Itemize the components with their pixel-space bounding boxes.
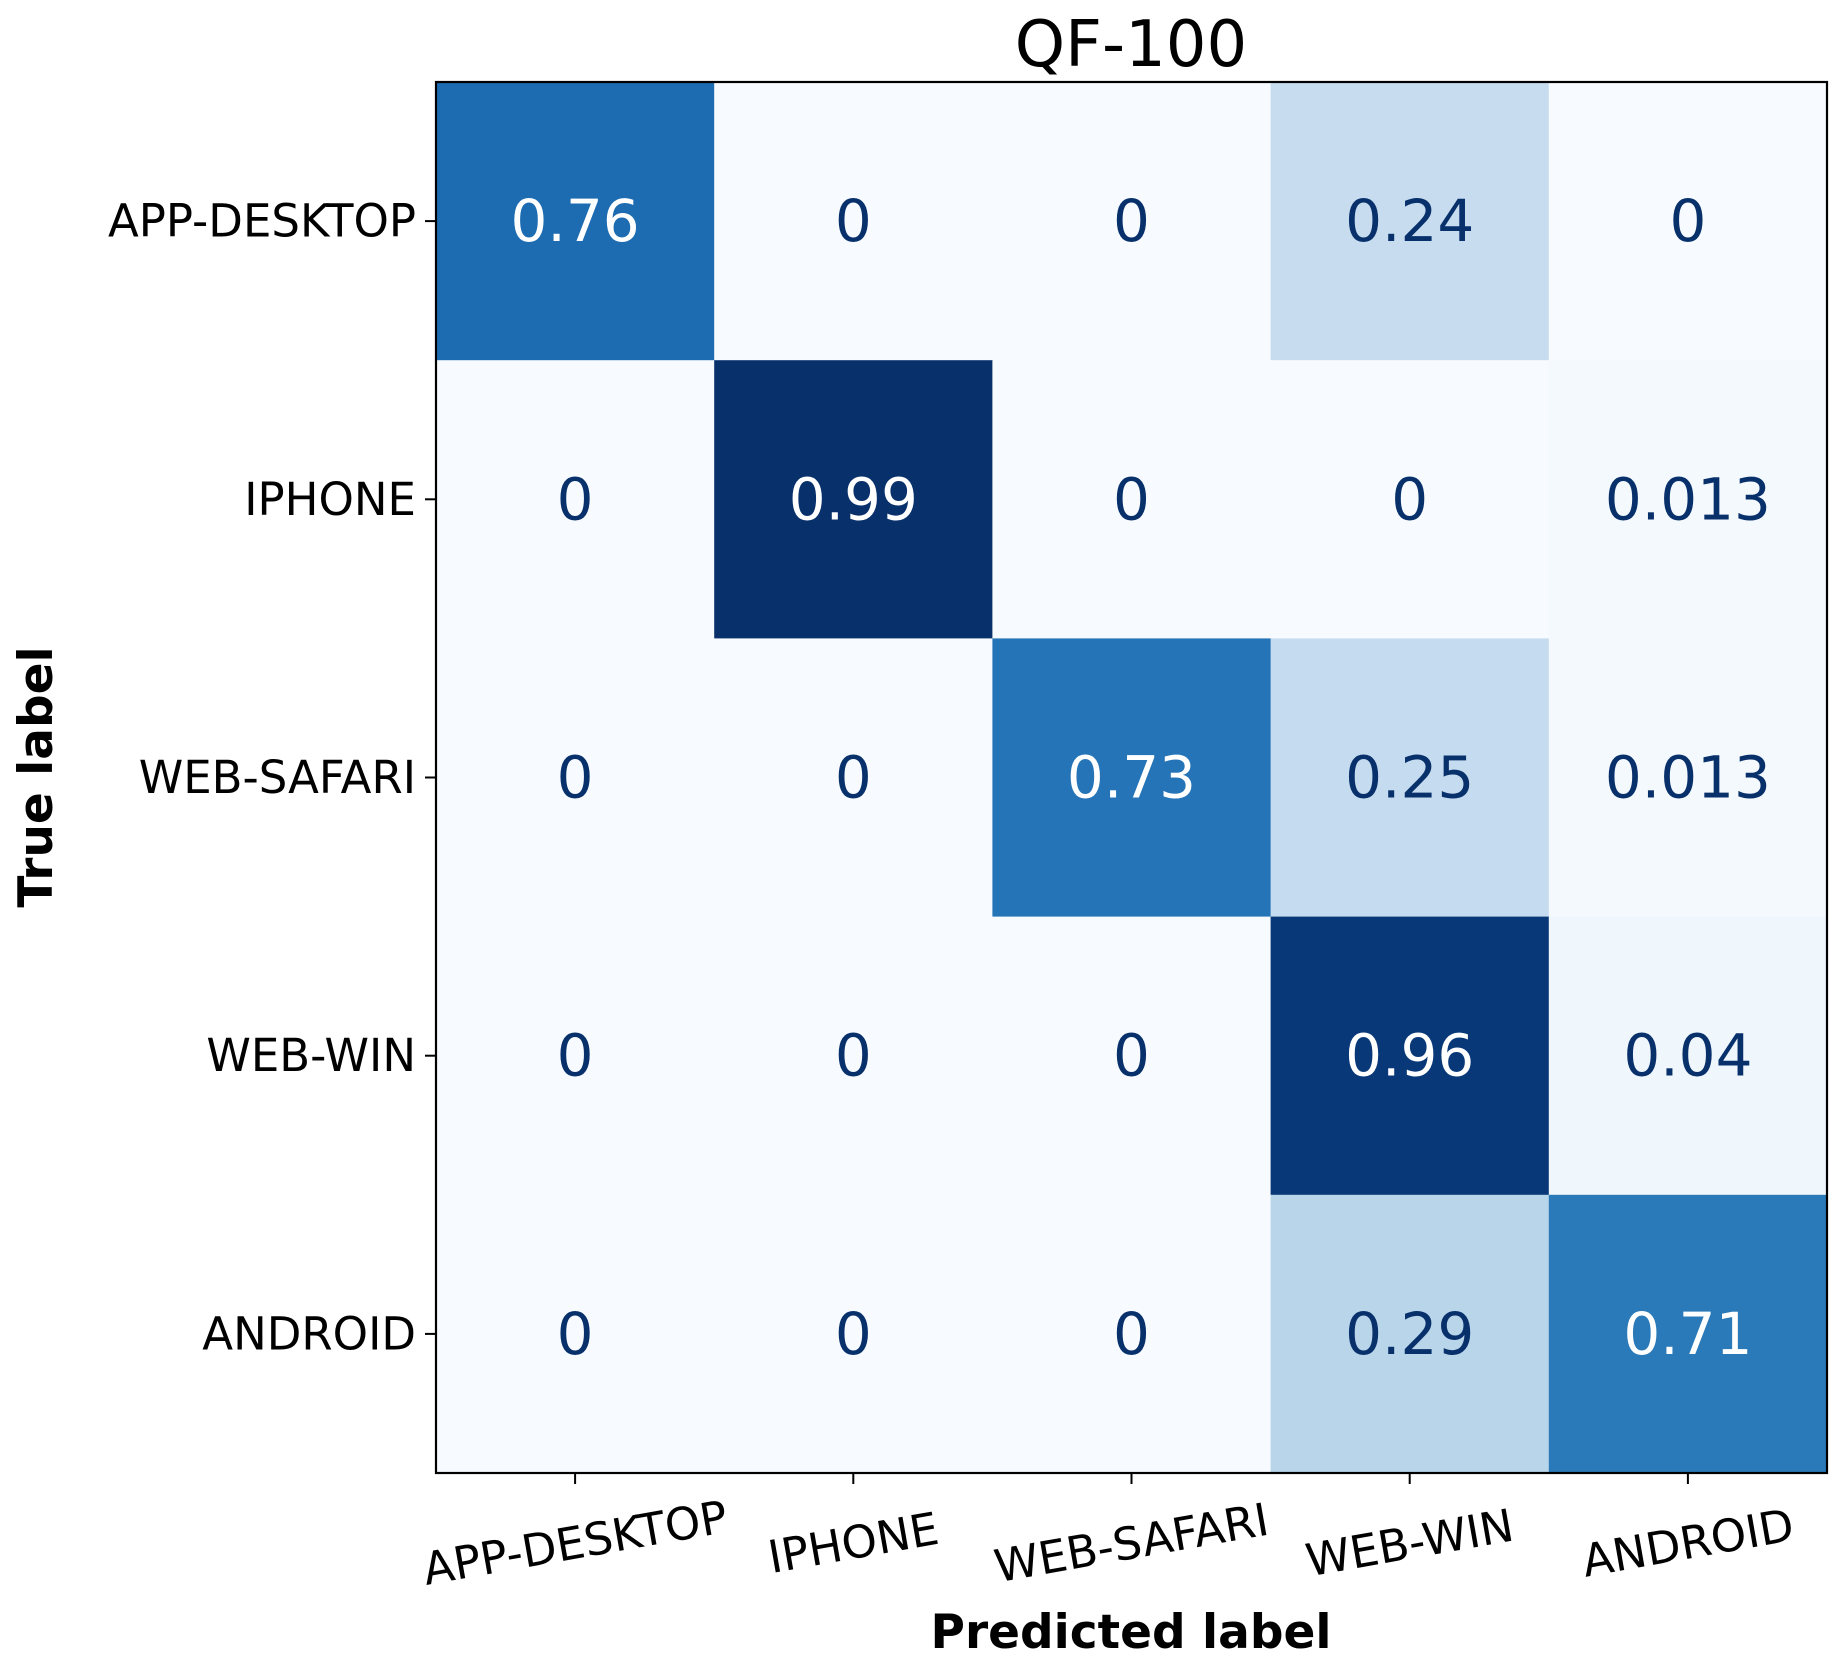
- cell-value-label: 0: [557, 1300, 594, 1368]
- cell-value-label: 0: [835, 187, 872, 255]
- heatmap-cell: [992, 1194, 1272, 1474]
- y-tick-label: WEB-SAFARI: [139, 751, 416, 804]
- x-tick-label: WEB-SAFARI: [990, 1493, 1272, 1593]
- cell-value-label: 0: [1113, 1300, 1150, 1368]
- heatmap-cell: [1548, 1194, 1828, 1474]
- cell-value-label: 0.04: [1623, 1022, 1752, 1090]
- heatmap-cell: [1270, 638, 1550, 918]
- heatmap-cell: [436, 916, 715, 1196]
- heatmap-cell: [436, 82, 715, 361]
- y-tick-label: WEB-WIN: [206, 1029, 416, 1082]
- heatmap-cell: [1548, 360, 1828, 639]
- x-axis-ticks: APP-DESKTOP IPHONE WEB-SAFARI WEB-WIN ANDROI…: [419, 1473, 1798, 1596]
- cell-value-label: 0.25: [1345, 744, 1474, 812]
- cell-value-label: 0: [557, 465, 594, 533]
- cell-value-label: 0.76: [511, 187, 640, 255]
- y-axis-title: True label: [9, 646, 64, 907]
- heatmap-cell: [714, 82, 993, 361]
- y-tick-label: IPHONE: [244, 473, 416, 526]
- cell-value-label: 0: [1113, 465, 1150, 533]
- cell-value-label: 0: [835, 1022, 872, 1090]
- x-tick-label: IPHONE: [764, 1502, 942, 1584]
- cell-value-label: 0: [557, 1022, 594, 1090]
- heatmap-cell: [1270, 360, 1550, 639]
- cell-value-label: 0.013: [1605, 744, 1771, 812]
- x-tick-label: APP-DESKTOP: [419, 1490, 732, 1596]
- cell-value-label: 0.96: [1345, 1022, 1474, 1090]
- heatmap-cell: [992, 916, 1272, 1196]
- heatmap-cell: [714, 916, 993, 1196]
- cell-value-label: 0.71: [1623, 1300, 1752, 1368]
- heatmap-cells: 0.76 0 0 0.24 0 0 0.99 0 0 0.013 0 0 0.73 0.25 0.013 0 0…: [436, 82, 1828, 1474]
- heatmap-cell: [714, 1194, 993, 1474]
- cell-value-label: 0: [1391, 465, 1428, 533]
- heatmap-cell: [436, 1194, 715, 1474]
- heatmap-cell: [992, 360, 1272, 639]
- cell-value-label: 0: [1113, 1022, 1150, 1090]
- cell-value-label: 0.99: [789, 465, 918, 533]
- heatmap-cell: [714, 360, 993, 639]
- heatmap-cell: [1548, 638, 1828, 918]
- heatmap-cell: [1548, 82, 1828, 361]
- cell-value-label: 0.29: [1345, 1300, 1474, 1368]
- heatmap-cell: [436, 638, 715, 918]
- y-tick-label: APP-DESKTOP: [108, 195, 416, 248]
- heatmap-cell: [714, 638, 993, 918]
- cell-value-label: 0: [1113, 187, 1150, 255]
- cell-value-label: 0.73: [1067, 744, 1196, 812]
- cell-value-label: 0: [1669, 187, 1706, 255]
- y-axis-ticks: APP-DESKTOP IPHONE WEB-SAFARI WEB-WIN ANDROI…: [108, 195, 436, 1360]
- heatmap-cell: [1270, 82, 1550, 361]
- cell-value-label: 0: [835, 1300, 872, 1368]
- y-tick-label: ANDROID: [202, 1307, 416, 1360]
- heatmap-cell: [992, 638, 1272, 918]
- cell-value-label: 0: [557, 744, 594, 812]
- heatmap-cell: [1548, 916, 1828, 1196]
- cell-value-label: 0: [835, 744, 872, 812]
- cell-value-label: 0.013: [1605, 465, 1771, 533]
- cell-value-label: 0.24: [1345, 187, 1474, 255]
- x-tick-label: ANDROID: [1578, 1498, 1798, 1587]
- x-axis-title: Predicted label: [931, 1605, 1332, 1660]
- heatmap-cell: [1270, 1194, 1550, 1474]
- heatmap-cell: [1270, 916, 1550, 1196]
- chart-title: QF-100: [1015, 8, 1247, 82]
- heatmap-cell: [992, 82, 1272, 361]
- heatmap-cell: [436, 360, 715, 639]
- x-tick-label: WEB-WIN: [1302, 1499, 1518, 1588]
